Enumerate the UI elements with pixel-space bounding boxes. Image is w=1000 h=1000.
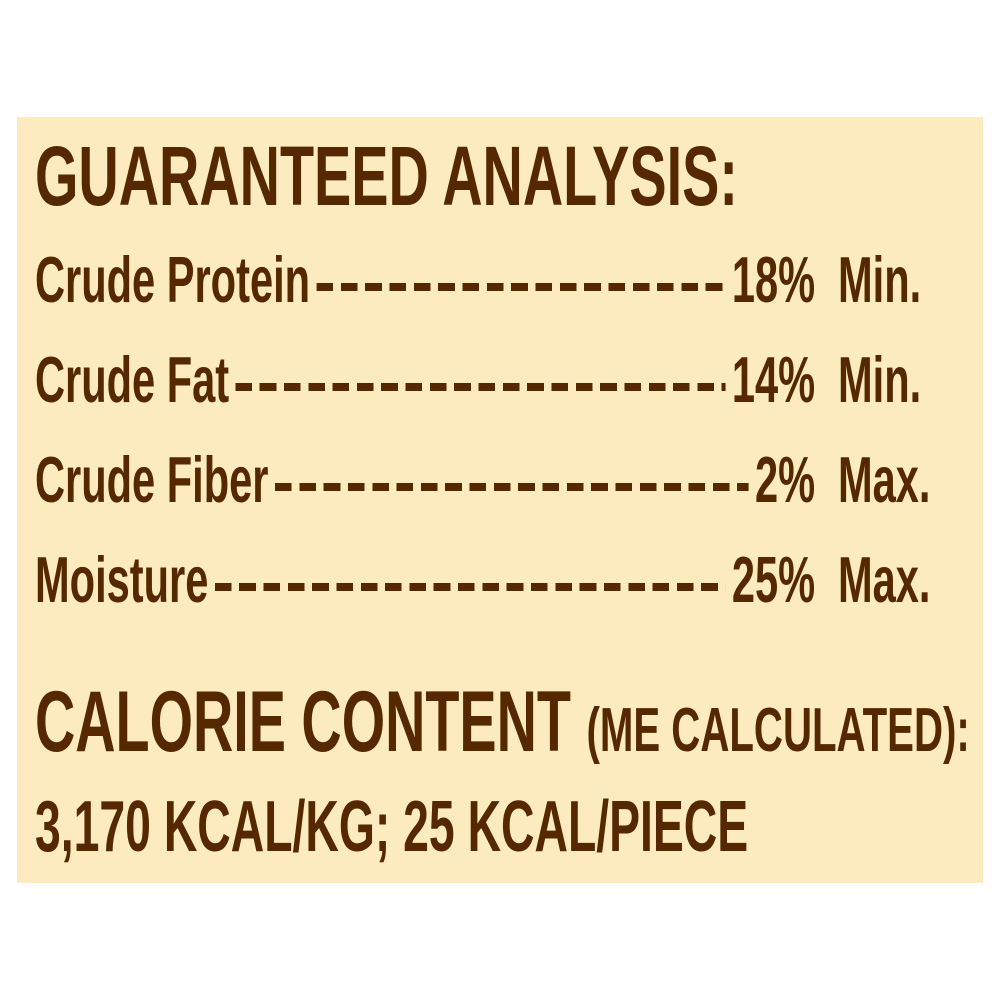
analysis-row-fat: Crude Fat 14%	[35, 347, 815, 412]
row-label: Crude Fiber	[35, 443, 269, 516]
row-unit: Max.	[838, 443, 931, 516]
analysis-row-protein: Crude Protein 18%	[35, 247, 815, 312]
row-unit: Min.	[838, 243, 922, 316]
guaranteed-analysis-panel	[17, 117, 983, 883]
row-label: Crude Protein	[35, 243, 311, 316]
analysis-row-fiber: Crude Fiber 2%	[35, 447, 815, 512]
calorie-qualifier: (ME CALCULATED):	[586, 696, 970, 765]
row-label: Crude Fat	[35, 343, 230, 416]
dash-leader	[214, 582, 726, 591]
calorie-title: CALORIE CONTENT	[35, 674, 571, 770]
dash-leader	[235, 382, 726, 391]
dash-leader	[274, 482, 749, 491]
row-value: 2%	[755, 443, 816, 516]
row-value: 25%	[731, 543, 816, 616]
dash-leader	[316, 282, 726, 291]
calorie-value: 3,170 KCAL/KG; 25 KCAL/PIECE	[35, 787, 749, 867]
guaranteed-analysis-heading: GUARANTEED ANALYSIS:	[35, 129, 738, 223]
row-label: Moisture	[35, 543, 209, 616]
calorie-content-heading: CALORIE CONTENT (ME CALCULATED):	[35, 679, 970, 765]
row-value: 14%	[731, 343, 816, 416]
row-unit: Max.	[838, 543, 931, 616]
row-unit: Min.	[838, 343, 922, 416]
row-value: 18%	[731, 243, 816, 316]
analysis-row-moisture: Moisture 25%	[35, 547, 815, 612]
